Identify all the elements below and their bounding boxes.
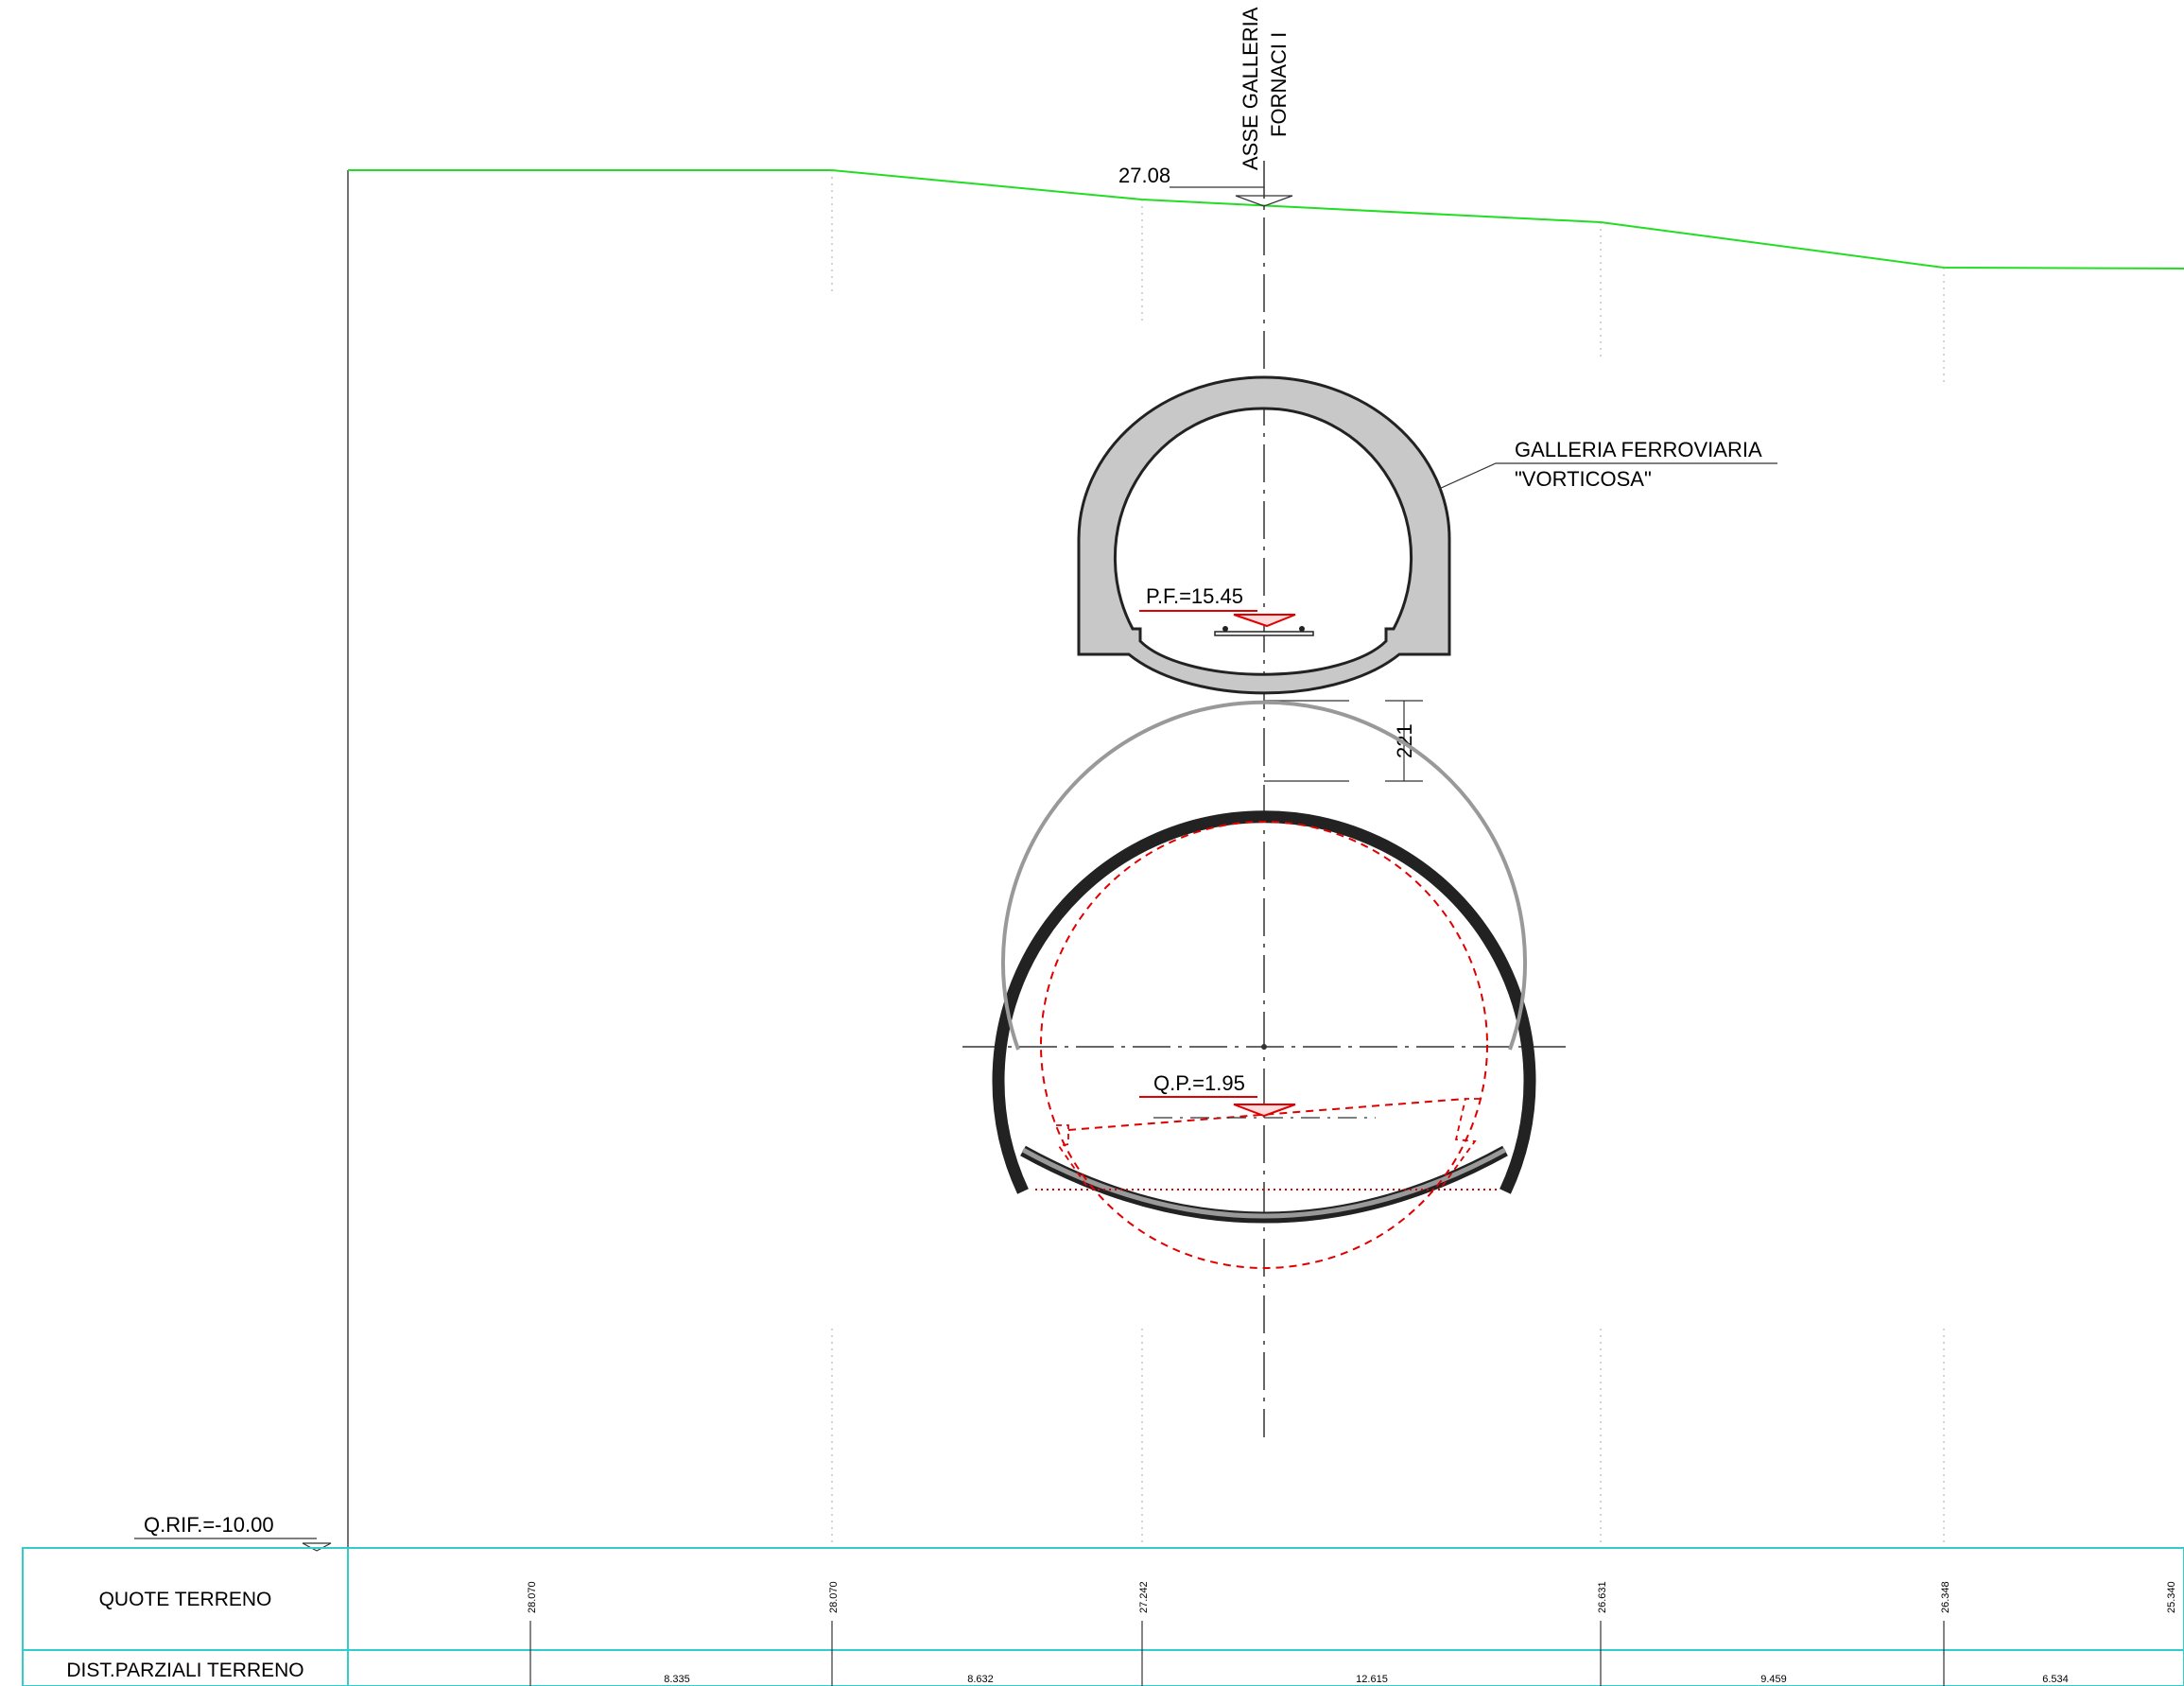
- ground-level-triangle: [1235, 195, 1293, 207]
- railway-tunnel-section: P.F.=15.45: [1077, 375, 1451, 695]
- qp-level-triangle: [1233, 1104, 1296, 1118]
- quote-value: 25.340: [2166, 1581, 2177, 1613]
- qp-level-value: Q.P.=1.95: [1153, 1071, 1245, 1095]
- lower-tunnel-section: Q.P.=1.95: [962, 700, 1566, 1269]
- distance-value: 8.632: [967, 1674, 994, 1685]
- distance-value: 12.615: [1356, 1674, 1388, 1685]
- axis-label-line1: ASSE GALLERIA: [1239, 7, 1262, 170]
- railway-tunnel-name-line2: "VORTICOSA": [1515, 467, 1652, 491]
- quote-value: 27.242: [1138, 1581, 1150, 1613]
- railway-tunnel-name-leader: [1438, 462, 1777, 490]
- distance-value: 6.534: [2042, 1674, 2069, 1685]
- inner-profile-dashed: [1040, 821, 1488, 1269]
- table-frame: [22, 1547, 2184, 1686]
- quote-value: 28.070: [828, 1581, 840, 1613]
- station-guide-lines-lower: [831, 1329, 1945, 1548]
- station-guide-lines-upper: [831, 170, 1945, 383]
- lower-tunnel-shell: [992, 810, 1536, 1194]
- quote-value: 28.070: [527, 1581, 538, 1613]
- row-label-quote-terreno: QUOTE TERRENO: [99, 1589, 272, 1610]
- pf-level-triangle: [1233, 614, 1296, 628]
- row-label-dist-parziali: DIST.PARZIALI TERRENO: [66, 1660, 303, 1681]
- quote-value: 26.631: [1597, 1581, 1608, 1613]
- profile-data-table: QUOTE TERRENO DIST.PARZIALI TERRENO 28.0…: [22, 1547, 2184, 1686]
- pf-level-value: P.F.=15.45: [1146, 584, 1243, 608]
- reference-level-value: Q.RIF.=-10.00: [144, 1513, 274, 1537]
- distance-value: 9.459: [1760, 1674, 1787, 1685]
- ground-level-value: 27.08: [1118, 164, 1170, 187]
- railway-track: [1214, 631, 1314, 636]
- railway-tunnel-name-line1: GALLERIA FERROVIARIA: [1515, 438, 1762, 461]
- distance-value: 8.335: [664, 1674, 690, 1685]
- railway-tunnel-lining: [1077, 375, 1451, 695]
- quote-value: 26.348: [1940, 1581, 1951, 1613]
- terrain-profile-line: [348, 169, 2184, 269]
- axis-label-line2: FORNACI I: [1267, 32, 1291, 137]
